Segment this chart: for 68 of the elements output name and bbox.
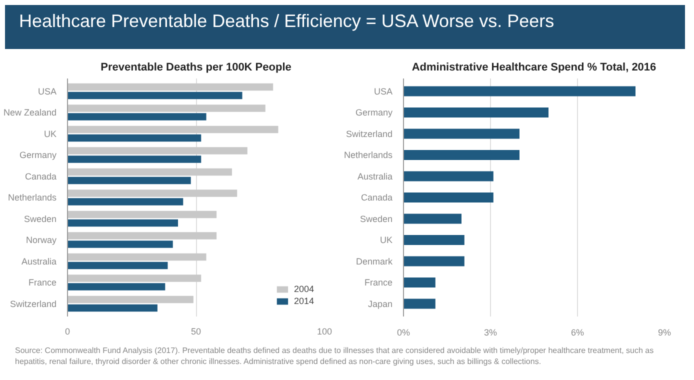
bar — [68, 176, 191, 184]
y-tick-label: Germany — [19, 150, 57, 160]
bar — [404, 298, 436, 309]
bar — [68, 156, 202, 163]
bar — [68, 253, 206, 261]
legend-label: 2014 — [294, 296, 314, 306]
bar — [68, 190, 238, 197]
y-tick-label: Germany — [355, 108, 393, 118]
y-tick-label: Sweden — [360, 214, 393, 224]
bar — [68, 296, 194, 304]
legend-label: 2004 — [294, 284, 314, 294]
bar — [68, 104, 266, 112]
bar — [68, 210, 217, 218]
y-tick-label: Canada — [24, 171, 57, 182]
y-tick-label: France — [28, 278, 57, 288]
x-tick-label: 50 — [190, 326, 202, 336]
y-tick-label: USA — [374, 86, 393, 96]
y-tick-label: Australia — [357, 171, 392, 182]
x-tick-label: 9% — [658, 328, 672, 338]
y-tick-label: Denmark — [356, 256, 393, 266]
x-tick-label: 0 — [64, 326, 70, 336]
x-tick-label: 100 — [316, 326, 332, 336]
y-tick-label: Canada — [360, 192, 393, 202]
bar — [68, 134, 202, 142]
bar — [404, 108, 548, 118]
y-tick-label: Netherlands — [8, 192, 57, 202]
bar — [68, 262, 168, 270]
bar — [404, 171, 494, 182]
bar — [404, 86, 636, 96]
y-tick-label: France — [364, 278, 393, 288]
bar — [404, 192, 494, 202]
bar — [68, 113, 206, 120]
bar — [68, 240, 173, 248]
y-tick-label: Sweden — [24, 214, 57, 224]
chart-title: Administrative Healthcare Spend % Total, 2016 — [412, 62, 656, 74]
y-tick-label: Switzerland — [10, 298, 57, 309]
bar — [68, 283, 166, 290]
bar — [404, 128, 520, 139]
chart-title: Healthcare Preventable Deaths / Efficiency = USA Worse vs. Peers — [19, 10, 554, 33]
bar — [404, 256, 464, 266]
bar — [68, 219, 178, 227]
bar — [68, 83, 274, 91]
source-note: Source: Commonwealth Fund Analysis (2017). Preventable deaths defined as deaths due to illnesses that are considered avoidable with timely/proper healthcare treatment, such as hepatitis, renal failure, thyroid disorder & other chronic illnesses. Administrative spend defined as non-care giving uses, such as billings & collections. — [15, 345, 655, 368]
bar — [68, 147, 248, 154]
y-tick-label: Japan — [368, 298, 393, 309]
chart-subtitle: Preventable Deaths per 100K People — [100, 62, 292, 74]
x-tick-label: 6% — [570, 328, 584, 338]
bar — [404, 278, 436, 288]
y-tick-label: UK — [44, 128, 57, 139]
y-tick-label: Australia — [21, 256, 56, 266]
x-tick-label: 3% — [484, 328, 498, 338]
y-tick-label: UK — [380, 235, 393, 245]
y-tick-label: Netherlands — [344, 150, 393, 160]
bar — [68, 92, 242, 100]
bar — [68, 168, 232, 176]
y-tick-label: Switzerland — [346, 128, 393, 139]
bar — [68, 198, 184, 206]
x-tick-label: 0% — [396, 328, 410, 338]
bar — [404, 214, 462, 224]
y-tick-label: New Zealand — [3, 108, 56, 118]
y-tick-label: Norway — [26, 235, 57, 245]
bar — [68, 232, 217, 240]
y-tick-label: USA — [38, 86, 57, 96]
bar — [68, 304, 158, 312]
bar — [404, 235, 464, 245]
bar — [68, 274, 202, 282]
bar — [68, 126, 278, 134]
bar — [404, 150, 520, 160]
